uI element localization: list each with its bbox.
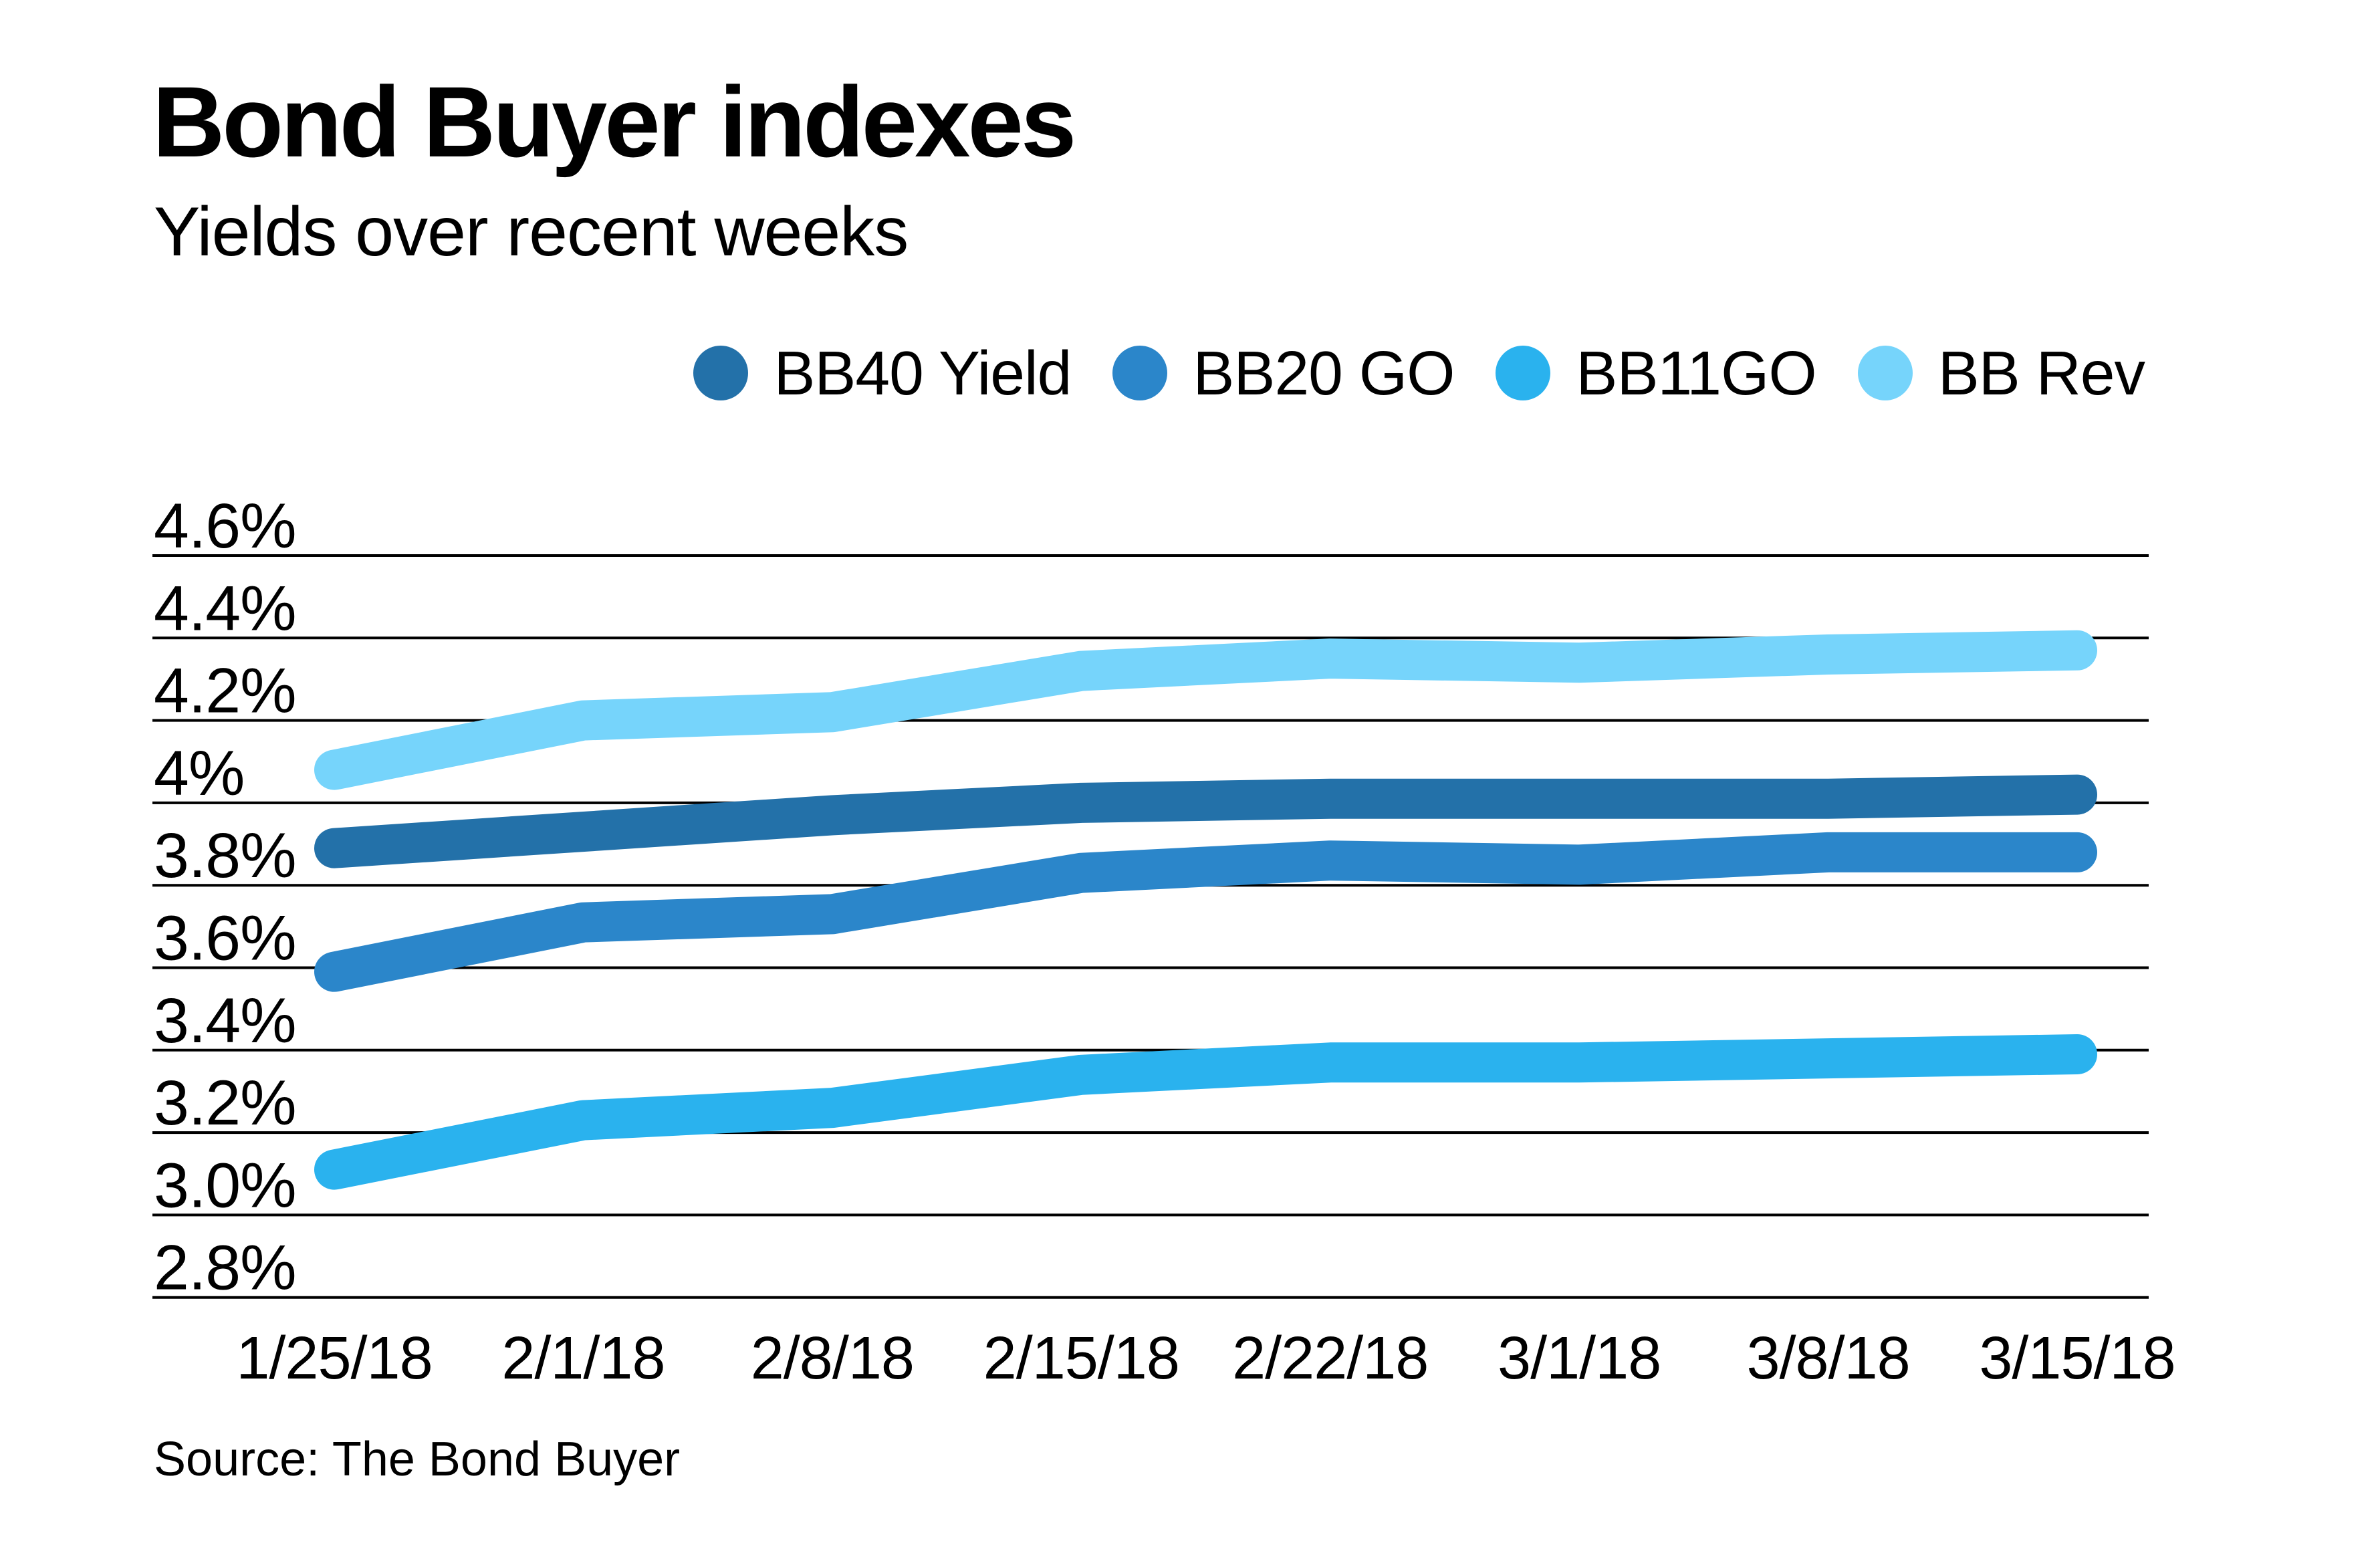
x-tick-label: 2/22/18 [1232, 1325, 1428, 1392]
legend-item-bb40-yield: BB40 Yield [693, 338, 1072, 409]
legend-label-bb-rev: BB Rev [1937, 338, 2145, 408]
y-tick-label: 3.2% [154, 1068, 296, 1139]
y-tick-label: 4% [154, 738, 244, 809]
legend-item-bb-rev: BB Rev [1857, 338, 2145, 409]
y-tick-label: 3.6% [154, 903, 296, 974]
series-line-bb11go [314, 1034, 2098, 1190]
y-tick-label: 4.4% [154, 573, 296, 644]
legend-dot-bb40-yield-icon [693, 346, 749, 400]
legend-label-bb40-yield: BB40 Yield [774, 338, 1072, 408]
y-tick-label: 2.8% [154, 1233, 296, 1304]
x-tick-label: 3/1/18 [1498, 1325, 1661, 1392]
source-note: Source: The Bond Buyer [154, 1433, 681, 1486]
legend-item-bb20-go: BB20 GO [1112, 338, 1455, 409]
page-title: Bond Buyer indexes [152, 66, 1076, 178]
page-subtitle: Yields over recent weeks [154, 193, 909, 271]
y-tick-label: 3.4% [154, 985, 296, 1056]
legend-dot-bb20-go-icon [1112, 346, 1168, 400]
legend-label-bb20-go: BB20 GO [1193, 338, 1455, 408]
legend: BB40 Yield BB20 GO BB11GO BB Rev [0, 333, 2380, 413]
x-tick-label: 2/1/18 [501, 1325, 665, 1392]
legend-dot-bb11go-icon [1496, 346, 1551, 400]
series-line-bb40-yield [314, 774, 2098, 868]
legend-item-bb11go: BB11GO [1496, 338, 1817, 409]
series-line-bb-rev [314, 630, 2098, 790]
x-tick-label: 3/8/18 [1746, 1325, 1909, 1392]
y-tick-label: 3.8% [154, 820, 296, 891]
x-tick-label: 2/8/18 [751, 1325, 914, 1392]
y-tick-label: 3.0% [154, 1150, 296, 1221]
x-tick-label: 1/25/18 [236, 1325, 432, 1392]
y-tick-label: 4.6% [154, 491, 296, 562]
x-tick-label: 3/15/18 [1979, 1325, 2175, 1392]
y-tick-label: 4.2% [154, 656, 296, 727]
series-line-bb20-go [314, 832, 2098, 992]
x-tick-label: 2/15/18 [983, 1325, 1179, 1392]
legend-label-bb11go: BB11GO [1576, 338, 1816, 408]
legend-dot-bb-rev-icon [1857, 346, 1913, 400]
